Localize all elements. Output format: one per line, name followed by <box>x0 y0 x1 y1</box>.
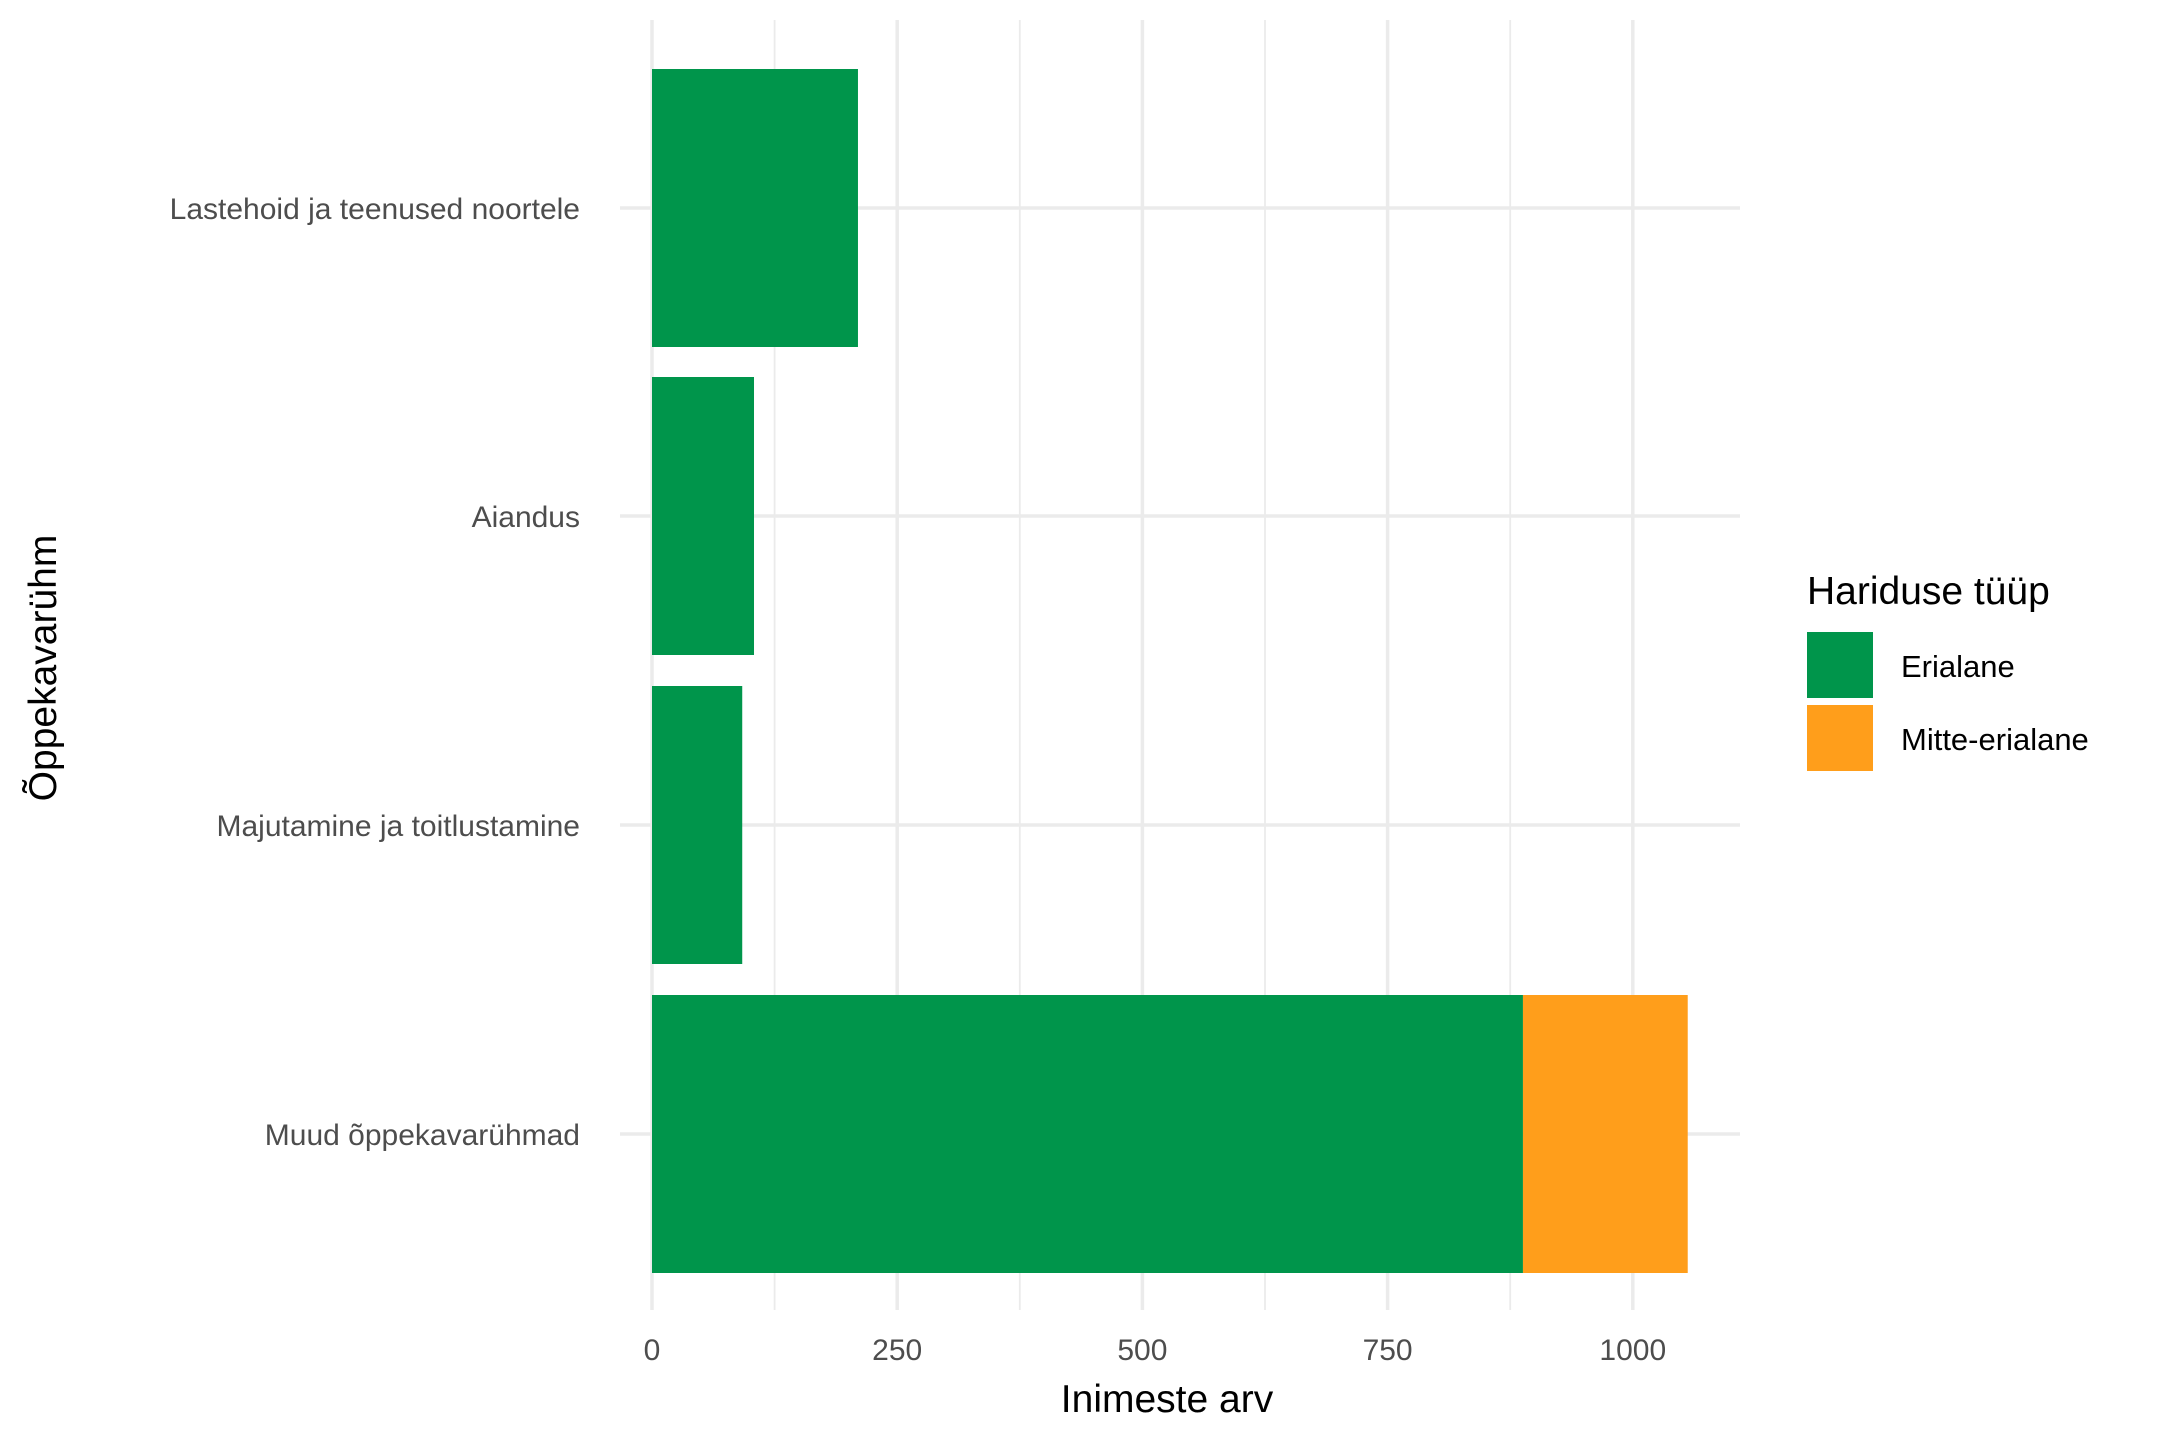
x-axis-title: Inimeste arv <box>1061 1378 1274 1421</box>
y-axis-tick-labels: Lastehoid ja teenused noortele Aiandus Maj… <box>170 193 580 1152</box>
y-axis-title: Õppekavarühm <box>21 535 65 802</box>
bar-mitte-erialane-3 <box>1522 995 1688 1273</box>
bar-erialane-1 <box>652 377 755 655</box>
y-tick-label: Majutamine ja toitlustamine <box>216 810 580 843</box>
x-tick-label: 250 <box>872 1334 922 1367</box>
legend-label-erialane: Erialane <box>1901 649 2015 684</box>
legend-label-mitte-erialane: Mitte-erialane <box>1901 722 2089 757</box>
x-tick-label: 750 <box>1363 1334 1413 1367</box>
y-tick-label: Lastehoid ja teenused noortele <box>170 193 580 226</box>
x-tick-label: 0 <box>644 1334 661 1367</box>
x-tick-label: 1000 <box>1599 1334 1666 1367</box>
bar-erialane-3 <box>652 995 1523 1273</box>
bar-erialane-2 <box>652 686 743 964</box>
y-tick-label: Muud õppekavarühmad <box>265 1119 580 1152</box>
legend-swatch-mitte-erialane <box>1807 705 1873 771</box>
x-axis-tick-labels: 0 250 500 750 1000 <box>644 1334 1667 1367</box>
bar-erialane-0 <box>652 69 858 347</box>
legend: Hariduse tüüp Erialane Mitte-erialane <box>1807 570 2089 771</box>
y-tick-label: Aiandus <box>472 501 580 534</box>
legend-swatch-erialane <box>1807 632 1873 698</box>
bars <box>652 69 1688 1273</box>
x-tick-label: 500 <box>1117 1334 1167 1367</box>
legend-title: Hariduse tüüp <box>1807 570 2050 613</box>
